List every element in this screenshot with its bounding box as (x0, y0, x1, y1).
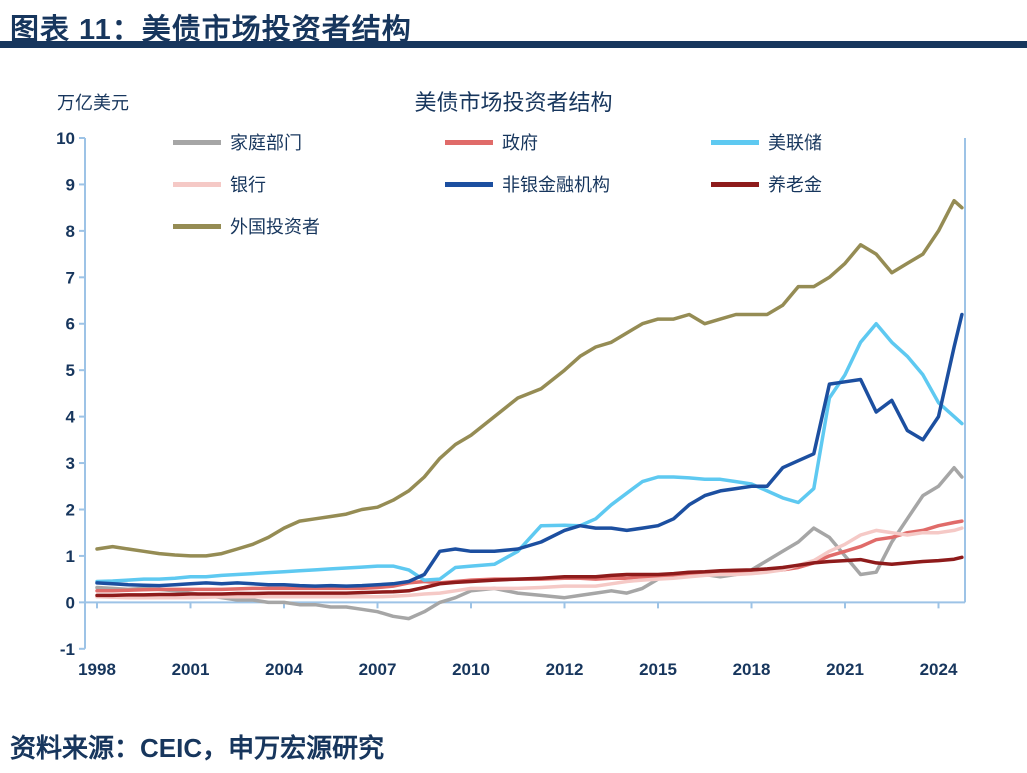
legend-label: 银行 (230, 175, 266, 195)
legend-swatch (173, 223, 221, 229)
x-tick-label: 2021 (826, 660, 864, 679)
legend-label: 养老金 (768, 175, 822, 195)
x-tick-label: 1998 (78, 660, 116, 679)
legend-item: 美联储 (711, 131, 822, 153)
legend-label: 政府 (502, 133, 538, 153)
y-tick-label: 10 (56, 129, 75, 148)
legend-swatch (711, 139, 759, 145)
legend-item: 政府 (445, 131, 711, 153)
x-tick-label: 2007 (359, 660, 397, 679)
y-tick-label: 9 (66, 175, 75, 194)
y-tick-label: 0 (66, 593, 75, 612)
x-tick-label: 2012 (546, 660, 584, 679)
legend-item: 养老金 (711, 173, 822, 195)
x-tick-label: 2015 (639, 660, 677, 679)
y-tick-label: 1 (66, 547, 75, 566)
series-line (95, 321, 964, 584)
source-note: 资料来源：CEIC，申万宏源研究 (10, 733, 385, 763)
legend-swatch (173, 139, 221, 145)
y-tick-label: 7 (66, 268, 75, 287)
y-tick-label: 8 (66, 222, 75, 241)
chart-title: 美债市场投资者结构 (414, 90, 613, 115)
legend-swatch (173, 181, 221, 187)
legend-item: 银行 (173, 173, 445, 195)
legend-swatch (711, 181, 759, 187)
legend-label: 美联储 (768, 133, 822, 153)
y-tick-label: 3 (66, 454, 75, 473)
legend-item: 家庭部门 (173, 131, 445, 153)
y-tick-label: -1 (60, 640, 75, 659)
x-tick-label: 2001 (172, 660, 210, 679)
x-tick-label: 2024 (920, 660, 958, 679)
series-line (95, 198, 964, 558)
y-tick-label: 5 (66, 361, 75, 380)
legend-swatch (445, 139, 493, 145)
legend-label: 外国投资者 (230, 217, 320, 237)
y-tick-label: 4 (66, 408, 76, 427)
legend-label: 非银金融机构 (502, 175, 610, 195)
x-tick-label: 2018 (733, 660, 771, 679)
x-tick-label: 2010 (452, 660, 490, 679)
y-axis-unit-label: 万亿美元 (57, 93, 129, 113)
series-line (95, 526, 964, 600)
legend-label: 家庭部门 (230, 133, 302, 153)
series-line (95, 312, 964, 588)
chart-legend: 家庭部门 政府 美联储银行 非银金融机构 养老金外国投资者 (173, 131, 822, 237)
y-tick-label: 6 (66, 315, 75, 334)
series-line (95, 465, 964, 621)
chart-figure: 美债市场投资者结构 万亿美元 家庭部门 政府 美联储银行 非银金融机构 养老金外国投资者… (0, 47, 1027, 709)
y-tick-label: 2 (66, 500, 75, 519)
legend-item: 非银金融机构 (445, 173, 711, 195)
title-underline (0, 41, 1027, 48)
legend-item: 外国投资者 (173, 215, 445, 237)
legend-swatch (445, 181, 493, 187)
series-line (95, 555, 964, 598)
x-tick-label: 2004 (265, 660, 303, 679)
figure-title: 图表 11：美债市场投资者结构 (10, 14, 412, 46)
